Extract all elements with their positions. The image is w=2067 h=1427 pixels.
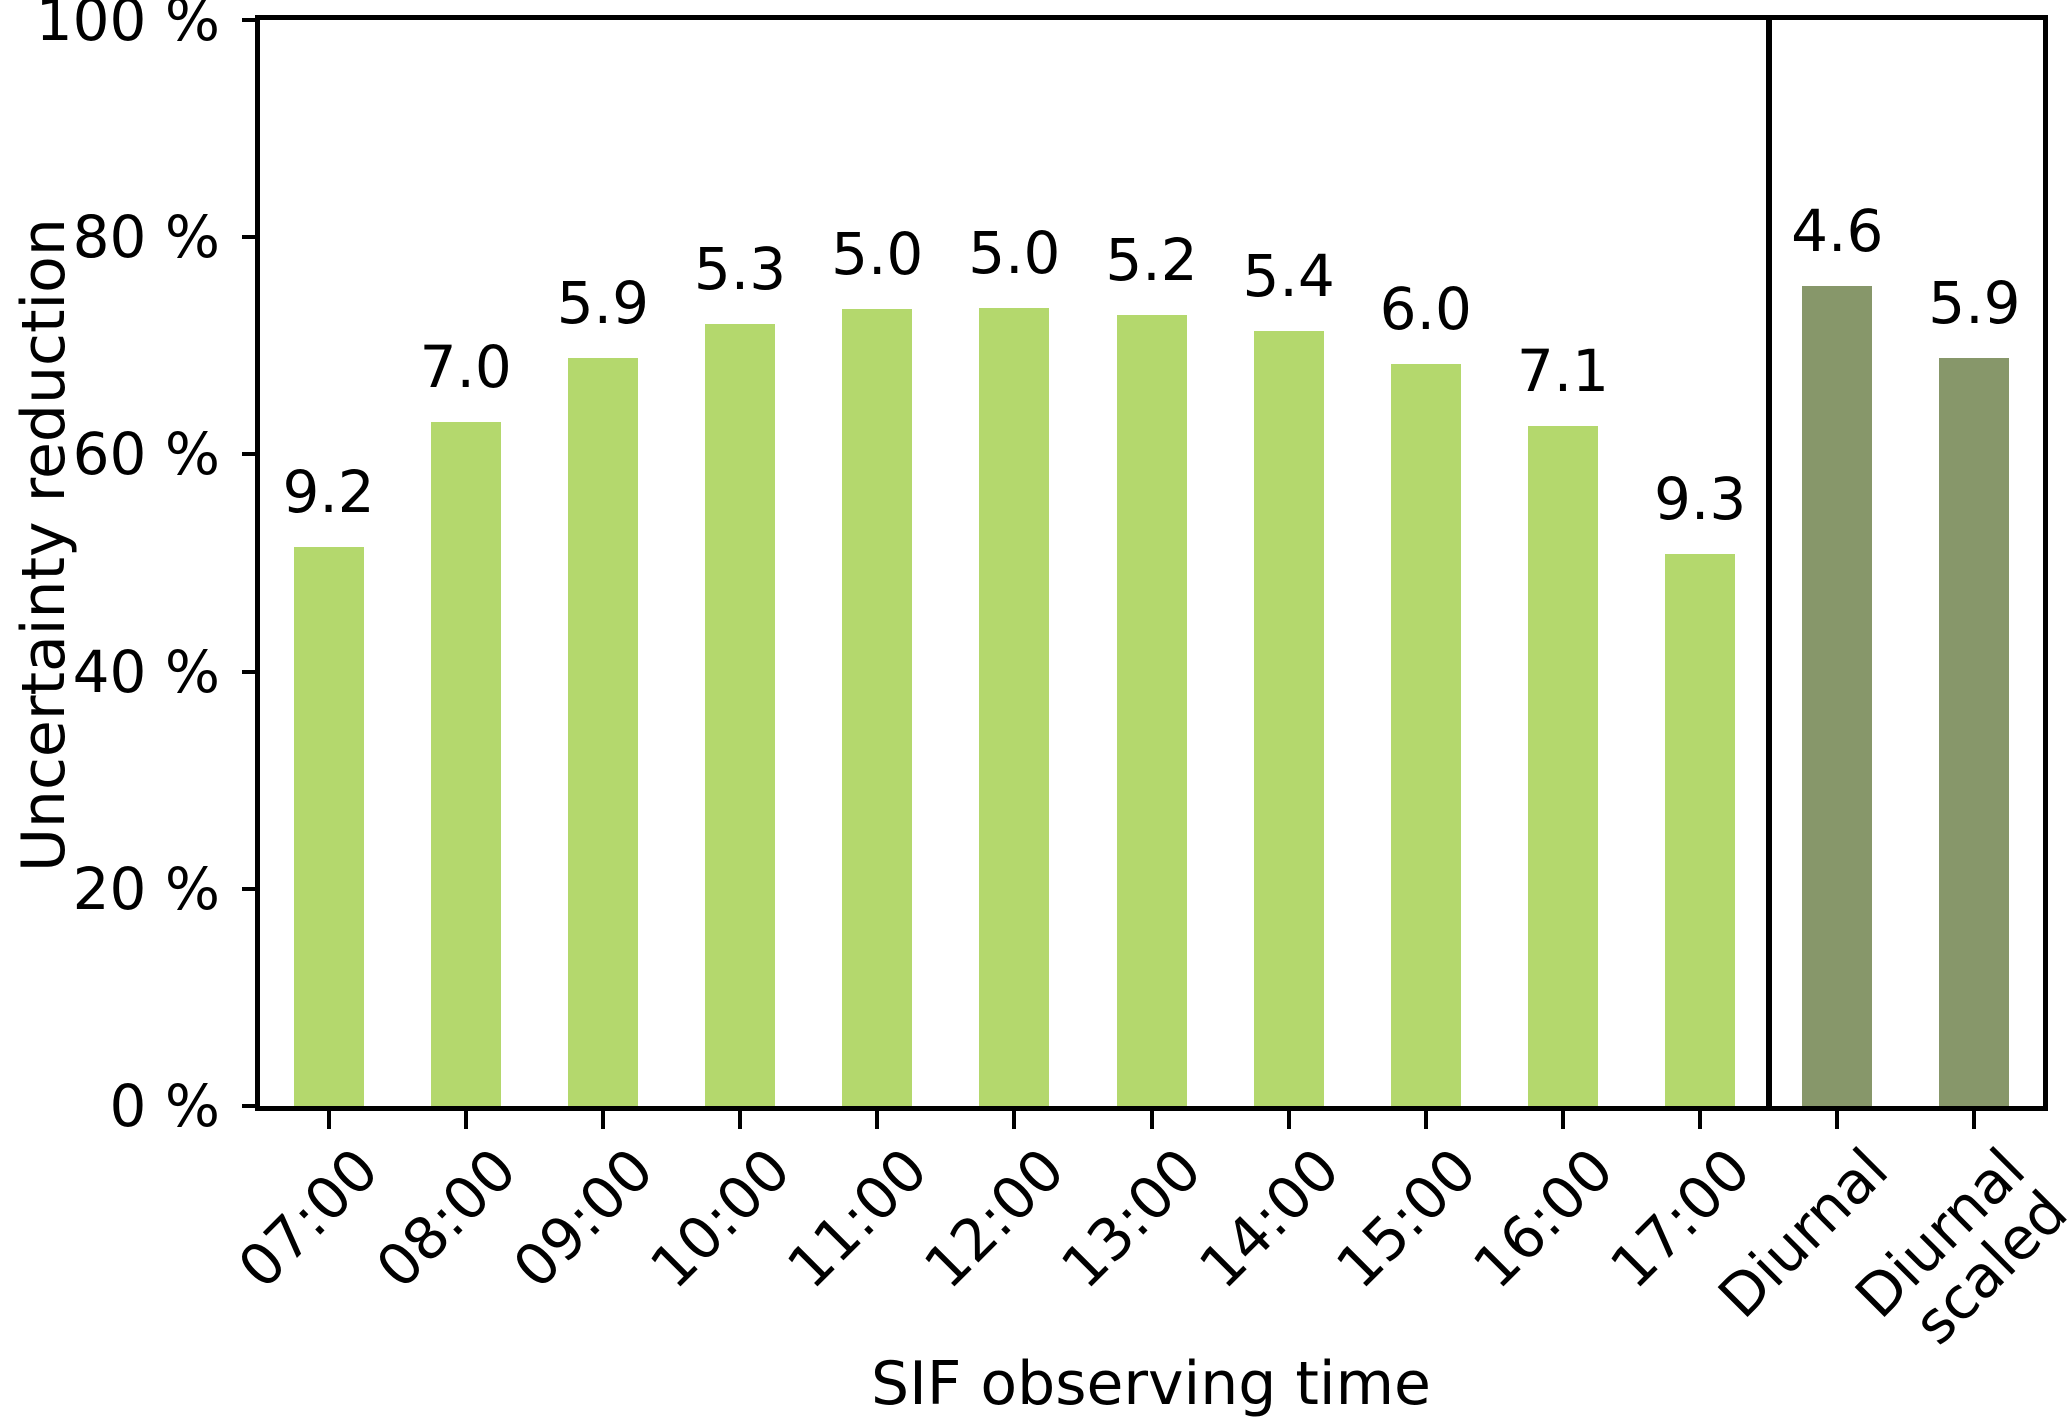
bar: [1665, 554, 1736, 1106]
x-axis-tick-label: 09:00: [499, 1135, 667, 1302]
x-axis-tick-label: 07:00: [225, 1135, 392, 1302]
x-axis-tick-label: 08:00: [362, 1135, 529, 1302]
x-axis-tick: [875, 1111, 880, 1129]
y-axis-tick: [242, 452, 260, 457]
x-axis-tick-label: 12:00: [911, 1135, 1078, 1302]
y-axis-tick: [242, 1104, 260, 1108]
bar-value-label: 5.0: [831, 219, 924, 288]
y-axis-tick-label: 20 %: [72, 854, 220, 923]
bar: [842, 308, 913, 1106]
bar: [1527, 426, 1598, 1106]
x-axis-tick-label: 11:00: [774, 1135, 941, 1302]
x-axis-tick: [1698, 1111, 1703, 1129]
x-axis-tick: [1423, 1111, 1428, 1129]
x-axis-title: SIF observing time: [871, 1349, 1431, 1419]
bar: [1116, 315, 1187, 1106]
bar: [1939, 357, 2010, 1106]
bar-value-label: 7.0: [419, 332, 512, 401]
x-axis-tick: [463, 1111, 468, 1129]
x-axis-tick: [326, 1111, 331, 1129]
y-axis-tick-label: 100 %: [35, 0, 220, 54]
bar-value-label: 9.3: [1653, 465, 1747, 534]
bar: [1390, 364, 1461, 1106]
bar: [705, 324, 776, 1106]
bar: [979, 307, 1050, 1106]
bar-value-label: 9.2: [282, 457, 375, 526]
y-axis-tick-label: 40 %: [72, 637, 220, 706]
x-axis-tick: [738, 1111, 743, 1129]
y-axis-title: Uncertainty reduction: [9, 218, 79, 872]
bar-value-label: 5.3: [693, 235, 787, 304]
bar-value-label: 5.2: [1105, 226, 1198, 295]
y-axis-tick: [242, 235, 260, 240]
y-axis-tick: [242, 18, 260, 22]
bar-value-label: 5.9: [1928, 268, 2021, 337]
bar-value-label: 5.0: [968, 218, 1061, 287]
y-axis-tick-label: 0 %: [109, 1072, 220, 1140]
x-axis-tick: [1560, 1111, 1565, 1129]
bar-value-label: 4.6: [1791, 197, 1884, 266]
bar: [293, 546, 364, 1106]
x-axis-tick-label: 16:00: [1459, 1135, 1627, 1302]
x-axis-tick: [1012, 1111, 1017, 1129]
x-axis-tick-label: 15:00: [1322, 1135, 1490, 1302]
y-axis-tick-label: 80 %: [72, 203, 220, 272]
x-axis-tick: [1835, 1111, 1840, 1129]
group-separator-line: [1765, 20, 1772, 1106]
x-axis-tick: [600, 1111, 605, 1129]
x-axis-tick: [1972, 1111, 1977, 1129]
y-axis-tick-label: 60 %: [72, 420, 220, 489]
x-axis-tick-label: 10:00: [637, 1135, 804, 1302]
x-axis-tick-label: 13:00: [1048, 1135, 1215, 1302]
bar-value-label: 6.0: [1379, 275, 1472, 344]
bar: [567, 357, 638, 1106]
x-axis-tick-label: 14:00: [1185, 1135, 1352, 1302]
x-axis-tick: [1149, 1111, 1154, 1129]
bar-value-label: 5.9: [556, 268, 649, 337]
y-axis-tick: [242, 886, 260, 891]
bar: [430, 421, 501, 1106]
bar: [1802, 286, 1873, 1106]
bar-value-label: 5.4: [1242, 241, 1335, 310]
y-axis-tick: [242, 669, 260, 674]
bar: [1253, 330, 1324, 1106]
bar-value-label: 7.1: [1516, 337, 1610, 406]
x-axis-tick: [1286, 1111, 1291, 1129]
